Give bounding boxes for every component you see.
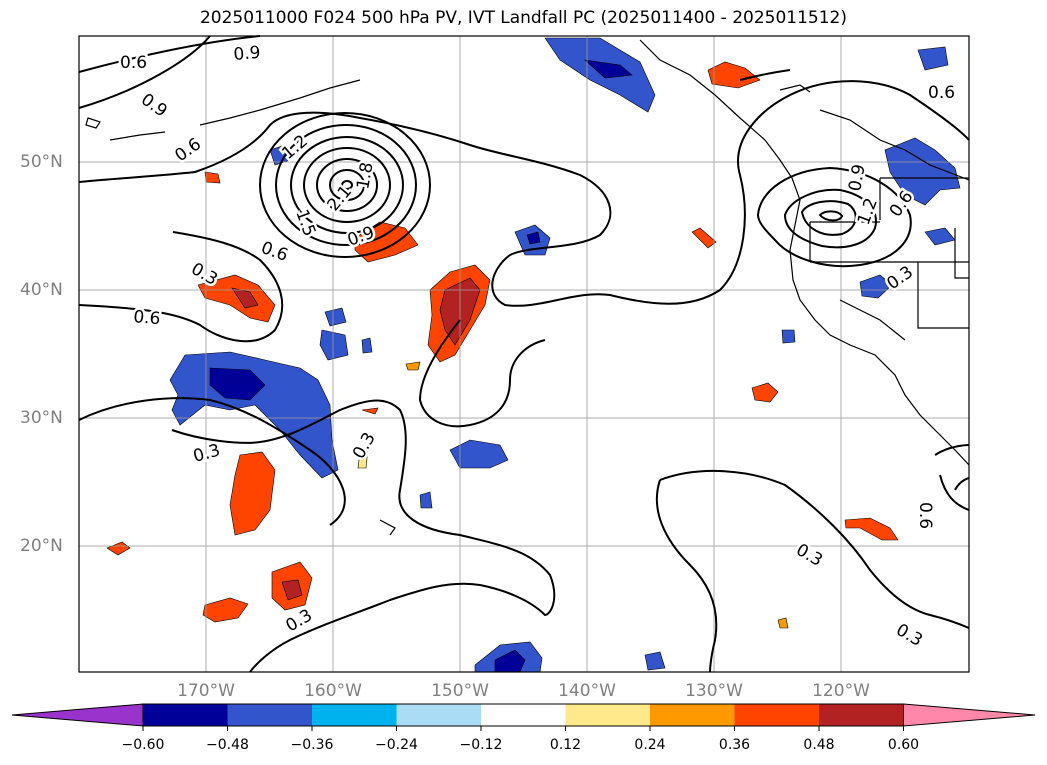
lon-label-120w: 120°W bbox=[812, 681, 870, 701]
colorbar-tick-label: −0.36 bbox=[290, 737, 334, 753]
colorbar-tick-label: −0.12 bbox=[459, 737, 503, 753]
contour-label: 0.6 bbox=[133, 307, 162, 329]
contour-label: 1.8 bbox=[353, 161, 377, 191]
contour-label: 0.9 bbox=[845, 163, 869, 193]
colorbar-outline bbox=[142, 703, 904, 727]
colorbar bbox=[11, 703, 1036, 731]
pv-contours bbox=[78, 35, 970, 673]
contour-label: 0.6 bbox=[915, 502, 935, 529]
contour-label-halo: 0.6 bbox=[928, 83, 955, 103]
colorbar-tick-label: −0.24 bbox=[375, 737, 418, 753]
colorbar-segment bbox=[396, 704, 481, 726]
colorbar-extend-low bbox=[11, 703, 144, 727]
colorbar-tick-label: −0.60 bbox=[121, 737, 165, 753]
colorbar-segment bbox=[650, 704, 735, 726]
lon-label-140w: 140°W bbox=[558, 681, 616, 701]
colorbar-tick-label: 0.48 bbox=[803, 737, 835, 753]
contour-label-halo: 0.6 bbox=[133, 307, 162, 329]
map-title: 2025011000 F024 500 hPa PV, IVT Landfall… bbox=[199, 8, 847, 28]
graticule bbox=[79, 36, 969, 672]
colorbar-tick-label: 0.60 bbox=[887, 737, 920, 753]
colorbar-tick-label: 0.24 bbox=[634, 737, 666, 753]
colorbar-tick-label: 0.12 bbox=[549, 737, 582, 753]
positive-anomaly-shading bbox=[106, 61, 899, 629]
contour-label: 0.6 bbox=[928, 83, 955, 103]
colorbar-tick-label: 0.36 bbox=[718, 737, 751, 753]
lat-label-20n: 20°N bbox=[20, 536, 63, 556]
colorbar-segment bbox=[481, 704, 566, 726]
contour-label-halo: 0.6 bbox=[120, 53, 147, 73]
lat-label-30n: 30°N bbox=[20, 408, 63, 428]
lat-label-40n: 40°N bbox=[20, 280, 63, 300]
lon-label-170w: 170°W bbox=[177, 681, 235, 701]
colorbar-segment bbox=[143, 704, 228, 726]
lon-label-150w: 150°W bbox=[431, 681, 489, 701]
colorbar-segment bbox=[565, 704, 650, 726]
colorbar-segment bbox=[819, 704, 904, 726]
pv-cyclone-contours bbox=[259, 112, 431, 258]
contour-label: 0.9 bbox=[233, 43, 262, 65]
lon-label-130w: 130°W bbox=[685, 681, 743, 701]
colorbar-extend-high bbox=[903, 703, 1036, 727]
colorbar-segment bbox=[227, 704, 312, 726]
lon-label-160w: 160°W bbox=[304, 681, 362, 701]
contour-label: 0.6 bbox=[120, 53, 147, 73]
map-frame bbox=[78, 35, 970, 673]
colorbar-segment bbox=[312, 704, 397, 726]
colorbar-segment bbox=[734, 704, 819, 726]
negative-anomaly-shading bbox=[169, 37, 961, 673]
colorbar-tick-label: −0.48 bbox=[206, 737, 249, 753]
contour-label-halo: 0.6 bbox=[915, 502, 935, 529]
lat-label-50n: 50°N bbox=[20, 152, 63, 172]
coastlines bbox=[85, 39, 970, 536]
